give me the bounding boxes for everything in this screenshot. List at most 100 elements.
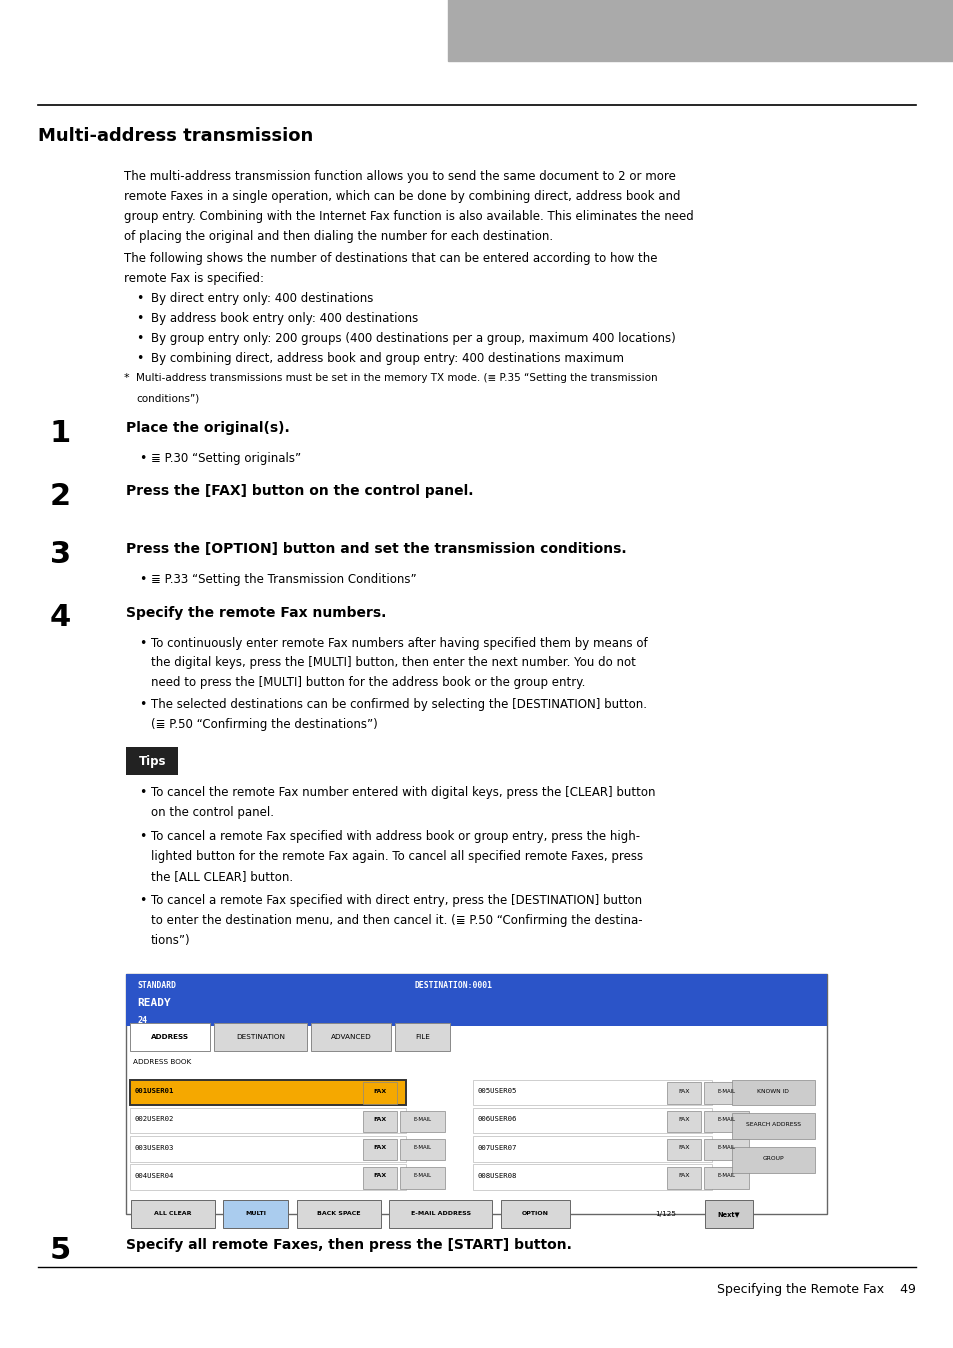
FancyBboxPatch shape [362, 1082, 396, 1104]
Text: To cancel a remote Fax specified with direct entry, press the [DESTINATION] butt: To cancel a remote Fax specified with di… [151, 894, 641, 907]
Bar [130, 1165, 406, 1190]
Text: E-MAIL: E-MAIL [413, 1146, 431, 1150]
Text: By address book entry only: 400 destinations: By address book entry only: 400 destinat… [151, 313, 417, 325]
Text: •: • [139, 636, 147, 650]
Text: 007USER07: 007USER07 [477, 1144, 517, 1151]
Text: 005USER05: 005USER05 [477, 1088, 517, 1095]
Text: READY: READY [137, 999, 171, 1008]
Text: ALL CLEAR: ALL CLEAR [153, 1212, 192, 1216]
Text: •: • [139, 786, 147, 799]
Text: Press the [OPTION] button and set the transmission conditions.: Press the [OPTION] button and set the tr… [126, 542, 626, 557]
Bar [126, 975, 826, 1026]
Text: ≣ P.30 “Setting originals”: ≣ P.30 “Setting originals” [151, 453, 300, 465]
Text: DESTINATION: DESTINATION [235, 1034, 285, 1041]
Text: 002USER02: 002USER02 [134, 1116, 173, 1123]
Text: 004USER04: 004USER04 [134, 1173, 173, 1180]
Text: Next▼: Next▼ [717, 1211, 740, 1217]
Text: •: • [139, 573, 147, 586]
Text: 003USER03: 003USER03 [134, 1144, 173, 1151]
FancyBboxPatch shape [362, 1139, 396, 1161]
Bar [473, 1136, 711, 1162]
Bar [130, 1080, 406, 1105]
FancyBboxPatch shape [703, 1111, 748, 1132]
Text: •: • [139, 453, 147, 465]
Text: By combining direct, address book and group entry: 400 destinations maximum: By combining direct, address book and gr… [151, 352, 623, 365]
Text: To cancel the remote Fax number entered with digital keys, press the [CLEAR] but: To cancel the remote Fax number entered … [151, 786, 655, 799]
FancyBboxPatch shape [362, 1167, 396, 1189]
Bar [130, 1108, 406, 1134]
Text: •: • [136, 293, 144, 305]
Text: lighted button for the remote Fax again. To cancel all specified remote Faxes, p: lighted button for the remote Fax again.… [151, 851, 642, 863]
Text: 4: 4 [50, 603, 71, 632]
Text: FILE: FILE [415, 1034, 430, 1041]
FancyBboxPatch shape [130, 1023, 210, 1051]
FancyBboxPatch shape [666, 1082, 700, 1104]
Text: ≣ P.33 “Setting the Transmission Conditions”: ≣ P.33 “Setting the Transmission Conditi… [151, 573, 416, 586]
Text: •: • [136, 352, 144, 365]
Bar [130, 1136, 406, 1162]
Text: FAX: FAX [373, 1174, 386, 1178]
FancyBboxPatch shape [399, 1167, 444, 1189]
Text: FAX: FAX [373, 1146, 386, 1150]
FancyBboxPatch shape [395, 1023, 450, 1051]
Text: MULTI: MULTI [245, 1212, 266, 1216]
Text: *: * [124, 373, 130, 383]
Text: 3: 3 [50, 539, 71, 569]
FancyBboxPatch shape [666, 1111, 700, 1132]
Text: ADDRESS: ADDRESS [151, 1034, 189, 1041]
Text: The multi-address transmission function allows you to send the same document to : The multi-address transmission function … [124, 170, 675, 183]
Text: 1: 1 [50, 419, 71, 448]
Text: SEARCH ADDRESS: SEARCH ADDRESS [745, 1123, 800, 1127]
FancyBboxPatch shape [399, 1139, 444, 1161]
Text: The following shows the number of destinations that can be entered according to : The following shows the number of destin… [124, 252, 657, 266]
Text: E-MAIL: E-MAIL [717, 1117, 735, 1122]
Text: •: • [139, 698, 147, 710]
Text: 008USER08: 008USER08 [477, 1173, 517, 1180]
Text: remote Faxes in a single operation, which can be done by combining direct, addre: remote Faxes in a single operation, whic… [124, 190, 679, 202]
Text: Multi-address transmissions must be set in the memory TX mode. (≣ P.35 “Setting : Multi-address transmissions must be set … [136, 373, 658, 383]
Text: OPTION: OPTION [521, 1212, 548, 1216]
Bar [126, 975, 826, 1215]
Text: KNOWN ID: KNOWN ID [757, 1089, 788, 1093]
Text: •: • [136, 332, 144, 345]
Text: Place the original(s).: Place the original(s). [126, 422, 290, 435]
FancyBboxPatch shape [666, 1167, 700, 1189]
Text: FAX: FAX [678, 1174, 689, 1178]
FancyBboxPatch shape [389, 1200, 492, 1228]
Text: By direct entry only: 400 destinations: By direct entry only: 400 destinations [151, 293, 373, 305]
FancyBboxPatch shape [704, 1200, 752, 1228]
Text: E-MAIL: E-MAIL [717, 1146, 735, 1150]
FancyBboxPatch shape [362, 1111, 396, 1132]
Text: to enter the destination menu, and then cancel it. (≣ P.50 “Confirming the desti: to enter the destination menu, and then … [151, 914, 641, 927]
Text: 5: 5 [50, 1236, 71, 1264]
Text: The selected destinations can be confirmed by selecting the [DESTINATION] button: The selected destinations can be confirm… [151, 698, 646, 710]
FancyBboxPatch shape [500, 1200, 569, 1228]
Text: FAX: FAX [678, 1117, 689, 1122]
Text: GROUP: GROUP [761, 1157, 783, 1161]
Text: (≣ P.50 “Confirming the destinations”): (≣ P.50 “Confirming the destinations”) [151, 717, 377, 731]
FancyBboxPatch shape [731, 1080, 814, 1105]
Text: 006USER06: 006USER06 [477, 1116, 517, 1123]
FancyBboxPatch shape [731, 1113, 814, 1139]
Text: the [ALL CLEAR] button.: the [ALL CLEAR] button. [151, 869, 293, 883]
Text: tions”): tions”) [151, 934, 191, 946]
Text: To cancel a remote Fax specified with address book or group entry, press the hig: To cancel a remote Fax specified with ad… [151, 830, 639, 842]
Text: remote Fax is specified:: remote Fax is specified: [124, 272, 264, 286]
FancyBboxPatch shape [223, 1200, 288, 1228]
Text: conditions”): conditions”) [136, 394, 199, 403]
Text: E-MAIL: E-MAIL [717, 1174, 735, 1178]
FancyBboxPatch shape [311, 1023, 391, 1051]
Text: ADVANCED: ADVANCED [331, 1034, 371, 1041]
Text: DESTINATION:0001: DESTINATION:0001 [414, 981, 492, 989]
FancyBboxPatch shape [703, 1167, 748, 1189]
Text: of placing the original and then dialing the number for each destination.: of placing the original and then dialing… [124, 229, 553, 243]
Text: 24: 24 [137, 1016, 147, 1024]
FancyBboxPatch shape [703, 1139, 748, 1161]
Text: •: • [139, 830, 147, 842]
Text: E-MAIL: E-MAIL [413, 1117, 431, 1122]
Text: on the control panel.: on the control panel. [151, 806, 274, 820]
FancyBboxPatch shape [703, 1082, 748, 1104]
Text: E-MAIL: E-MAIL [717, 1089, 735, 1093]
Text: Press the [FAX] button on the control panel.: Press the [FAX] button on the control pa… [126, 484, 473, 499]
Text: E-MAIL: E-MAIL [413, 1174, 431, 1178]
